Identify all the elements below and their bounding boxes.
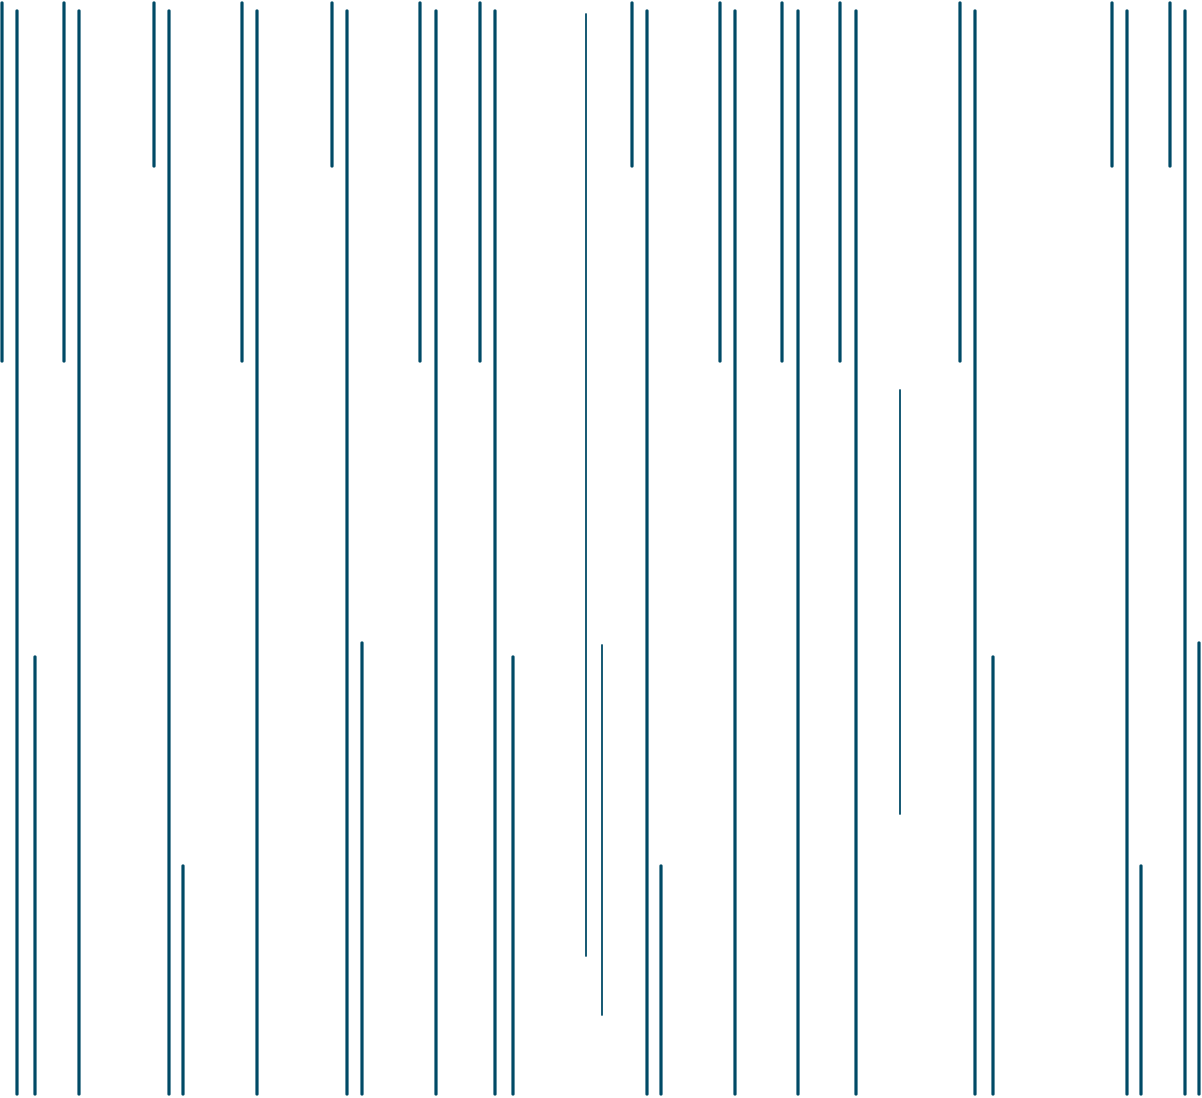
vertical-lines-canvas	[0, 0, 1202, 1098]
background	[0, 0, 1202, 1098]
vertical-line-group	[0, 1, 1201, 1096]
